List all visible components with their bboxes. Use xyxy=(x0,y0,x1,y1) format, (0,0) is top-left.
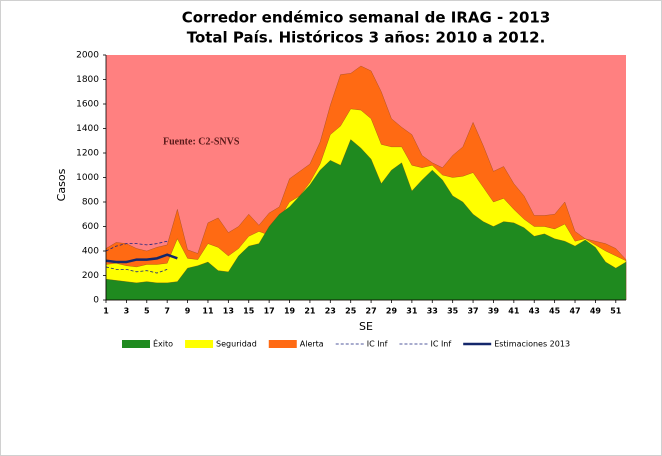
x-tick-label: 7 xyxy=(164,307,170,316)
y-tick-label: 2000 xyxy=(76,51,99,61)
legend-swatch xyxy=(268,340,297,348)
x-tick-label: 1 xyxy=(103,307,109,316)
y-tick-label: 800 xyxy=(82,198,99,208)
legend-label: IC Inf xyxy=(430,340,451,349)
line xyxy=(105,266,168,274)
x-tick-label: 39 xyxy=(488,307,500,316)
x-tick-label: 9 xyxy=(185,307,191,316)
x-tick-label: 47 xyxy=(569,307,580,316)
y-tick-label: 0 xyxy=(93,296,99,306)
x-tick-label: 45 xyxy=(549,307,561,316)
y-axis-label: Casos xyxy=(55,168,68,201)
x-tick-label: 23 xyxy=(325,307,336,316)
y-tick-label: 200 xyxy=(82,271,99,281)
x-tick-label: 41 xyxy=(508,307,520,316)
area xyxy=(105,139,627,301)
x-tick-label: 11 xyxy=(202,307,214,316)
chart-subtitle: Total País. Históricos 3 años: 2010 a 20… xyxy=(187,29,546,47)
line xyxy=(105,253,178,264)
annotation: Fuente: C2-SNVS xyxy=(163,136,240,147)
x-tick-label: 29 xyxy=(386,307,398,316)
legend-label: IC Inf xyxy=(367,340,388,349)
x-tick-label: 27 xyxy=(366,307,377,316)
x-tick-label: 35 xyxy=(447,307,459,316)
legend-label: Seguridad xyxy=(216,340,257,349)
legend-label: Estimaciones 2013 xyxy=(494,340,570,349)
x-tick-label: 19 xyxy=(284,307,296,316)
x-tick-label: 3 xyxy=(124,307,130,316)
x-tick-label: 49 xyxy=(590,307,602,316)
y-tick-label: 1400 xyxy=(76,124,99,134)
x-tick-label: 31 xyxy=(406,307,418,316)
y-tick-label: 1200 xyxy=(76,149,99,159)
x-tick-label: 37 xyxy=(467,307,478,316)
line xyxy=(105,240,168,252)
legend-label: Éxito xyxy=(153,338,173,349)
y-tick-label: 1800 xyxy=(76,75,99,85)
x-tick-label: 33 xyxy=(427,307,438,316)
y-tick-label: 400 xyxy=(82,247,99,257)
x-tick-label: 17 xyxy=(264,307,275,316)
x-tick-label: 13 xyxy=(223,307,234,316)
x-tick-label: 21 xyxy=(304,307,316,316)
y-tick-label: 600 xyxy=(82,222,99,232)
legend-swatch xyxy=(185,340,214,348)
y-tick-label: 1600 xyxy=(76,100,99,110)
x-tick-label: 51 xyxy=(610,307,622,316)
legend-swatch xyxy=(122,340,150,348)
x-tick-label: 15 xyxy=(243,307,255,316)
x-tick-label: 5 xyxy=(144,307,150,316)
legend-label: Alerta xyxy=(300,340,324,349)
x-axis-label: SE xyxy=(359,320,373,333)
x-tick-label: 43 xyxy=(529,307,540,316)
x-tick-label: 25 xyxy=(345,307,357,316)
chart-title: Corredor endémico semanal de IRAG - 2013 xyxy=(182,9,551,27)
y-tick-label: 1000 xyxy=(76,173,99,183)
